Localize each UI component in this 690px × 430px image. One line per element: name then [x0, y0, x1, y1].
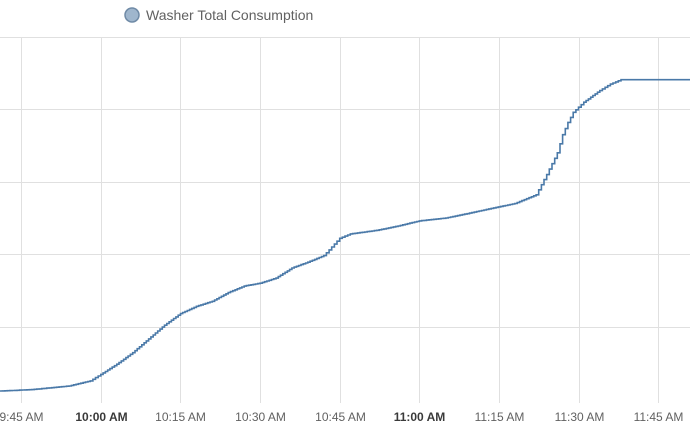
x-tick-label: 11:45 AM — [634, 410, 684, 424]
x-tick-label: 10:45 AM — [315, 410, 366, 424]
series-line-0[interactable] — [0, 78, 690, 392]
x-axis: 9:45 AM 10:00 AM 10:15 AM 10:30 AM 10:45 AM 1… — [0, 410, 683, 424]
legend[interactable]: Washer Total Consumption — [124, 7, 313, 23]
x-tick-label: 9:45 AM — [0, 410, 44, 424]
legend-swatch[interactable] — [124, 7, 140, 23]
grid — [0, 37, 690, 403]
x-tick-label: 11:30 AM — [555, 410, 605, 424]
x-tick-label: 10:15 AM — [155, 410, 206, 424]
x-tick-label: 11:15 AM — [475, 410, 525, 424]
x-tick-label: 10:00 AM — [75, 410, 127, 424]
legend-label[interactable]: Washer Total Consumption — [146, 7, 313, 23]
x-tick-label: 10:30 AM — [235, 410, 286, 424]
series-layer — [0, 78, 690, 392]
x-tick-label: 11:00 AM — [394, 410, 446, 424]
